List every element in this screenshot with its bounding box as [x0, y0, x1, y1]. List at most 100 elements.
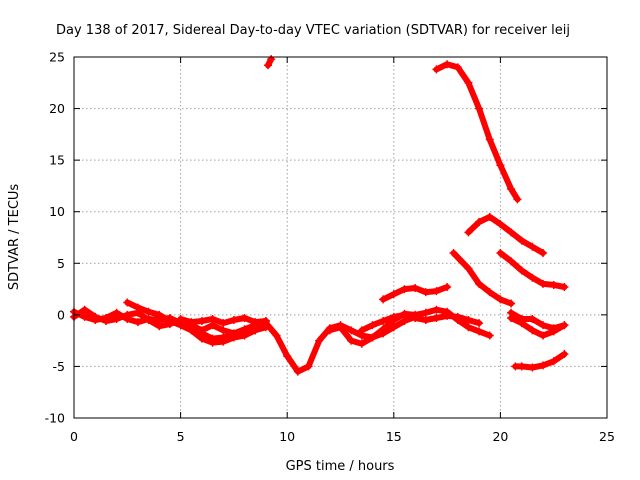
data-point — [389, 312, 398, 321]
data-point — [528, 242, 537, 251]
data-point — [560, 321, 569, 330]
plot-frame — [73, 56, 608, 419]
series-band — [497, 250, 568, 290]
y-axis-label: SDTVAR / TECUs — [7, 184, 22, 291]
data-point — [219, 319, 228, 328]
data-point — [464, 323, 473, 332]
data-point — [432, 313, 441, 322]
data-point — [485, 331, 494, 340]
data-point — [144, 307, 153, 316]
data-point — [475, 104, 484, 113]
data-point — [528, 314, 537, 323]
data-point — [101, 317, 110, 326]
data-point — [432, 65, 441, 74]
x-tick-label: 0 — [70, 429, 78, 444]
grid — [74, 57, 607, 418]
series-track-c — [123, 298, 270, 347]
data-point — [197, 326, 206, 335]
data-point — [133, 318, 142, 327]
data-point — [421, 316, 430, 325]
data-point — [197, 334, 206, 343]
data-point — [432, 287, 441, 296]
data-point — [421, 288, 430, 297]
data-point — [464, 78, 473, 87]
series-band — [508, 309, 568, 332]
series-track-h — [379, 283, 452, 304]
data-point — [411, 313, 420, 322]
data-point — [219, 337, 228, 346]
data-point — [272, 331, 281, 340]
data-point — [411, 284, 420, 293]
x-tick-label: 10 — [279, 429, 295, 444]
data-point — [496, 220, 505, 229]
data-point — [443, 60, 452, 69]
data-point — [528, 363, 537, 372]
data-point — [325, 326, 334, 335]
data-point — [475, 319, 484, 328]
data-series — [70, 55, 569, 376]
data-point — [176, 314, 185, 323]
data-point — [379, 317, 388, 326]
data-point — [517, 236, 526, 245]
data-point — [560, 283, 569, 292]
series-track-k — [464, 212, 548, 257]
x-tick-label: 25 — [599, 429, 615, 444]
data-point — [464, 264, 473, 273]
chart-title: Day 138 of 2017, Sidereal Day-to-day VTE… — [56, 23, 570, 38]
y-tick-label: 20 — [49, 101, 65, 116]
x-tick-label: 20 — [492, 429, 508, 444]
axis-ticks: 0 5 10 15 20 25 -10 -5 0 5 10 15 20 25 — [45, 50, 615, 445]
data-point — [443, 283, 452, 292]
data-point — [187, 326, 196, 335]
data-point — [165, 317, 174, 326]
data-point — [293, 367, 302, 376]
data-point — [443, 311, 452, 320]
data-point — [539, 331, 548, 340]
series-band — [433, 61, 521, 203]
y-tick-label: 15 — [49, 153, 65, 168]
data-point — [464, 228, 473, 237]
data-point — [368, 333, 377, 342]
data-point — [485, 288, 494, 297]
data-point — [261, 319, 270, 328]
data-point — [315, 336, 324, 345]
data-point — [219, 326, 228, 335]
data-point — [453, 63, 462, 72]
data-point — [155, 310, 164, 319]
data-point — [240, 313, 249, 322]
x-tick-label: 5 — [177, 429, 185, 444]
data-point — [507, 299, 516, 308]
data-point — [549, 280, 558, 289]
data-point — [475, 279, 484, 288]
data-point — [368, 321, 377, 330]
x-axis-label: GPS time / hours — [286, 459, 395, 474]
data-point — [112, 314, 121, 323]
data-point — [379, 295, 388, 304]
data-point — [123, 310, 132, 319]
data-point — [453, 312, 462, 321]
data-point — [133, 303, 142, 312]
data-point — [549, 324, 558, 333]
y-tick-label: 10 — [49, 204, 65, 219]
data-point — [347, 326, 356, 335]
data-point — [475, 327, 484, 336]
data-point — [357, 326, 366, 335]
series-track-g — [357, 310, 484, 335]
data-point — [560, 350, 569, 359]
data-point — [513, 195, 522, 204]
data-point — [485, 135, 494, 144]
data-point — [144, 316, 153, 325]
y-tick-label: 25 — [49, 50, 65, 65]
data-point — [379, 325, 388, 334]
y-tick-label: 5 — [57, 256, 65, 271]
data-point — [432, 305, 441, 314]
data-point — [347, 336, 356, 345]
data-point — [240, 331, 249, 340]
data-point — [485, 212, 494, 221]
data-point — [229, 316, 238, 325]
series-band — [465, 213, 546, 256]
data-point — [389, 323, 398, 332]
data-point — [80, 305, 89, 314]
data-point — [496, 248, 505, 257]
